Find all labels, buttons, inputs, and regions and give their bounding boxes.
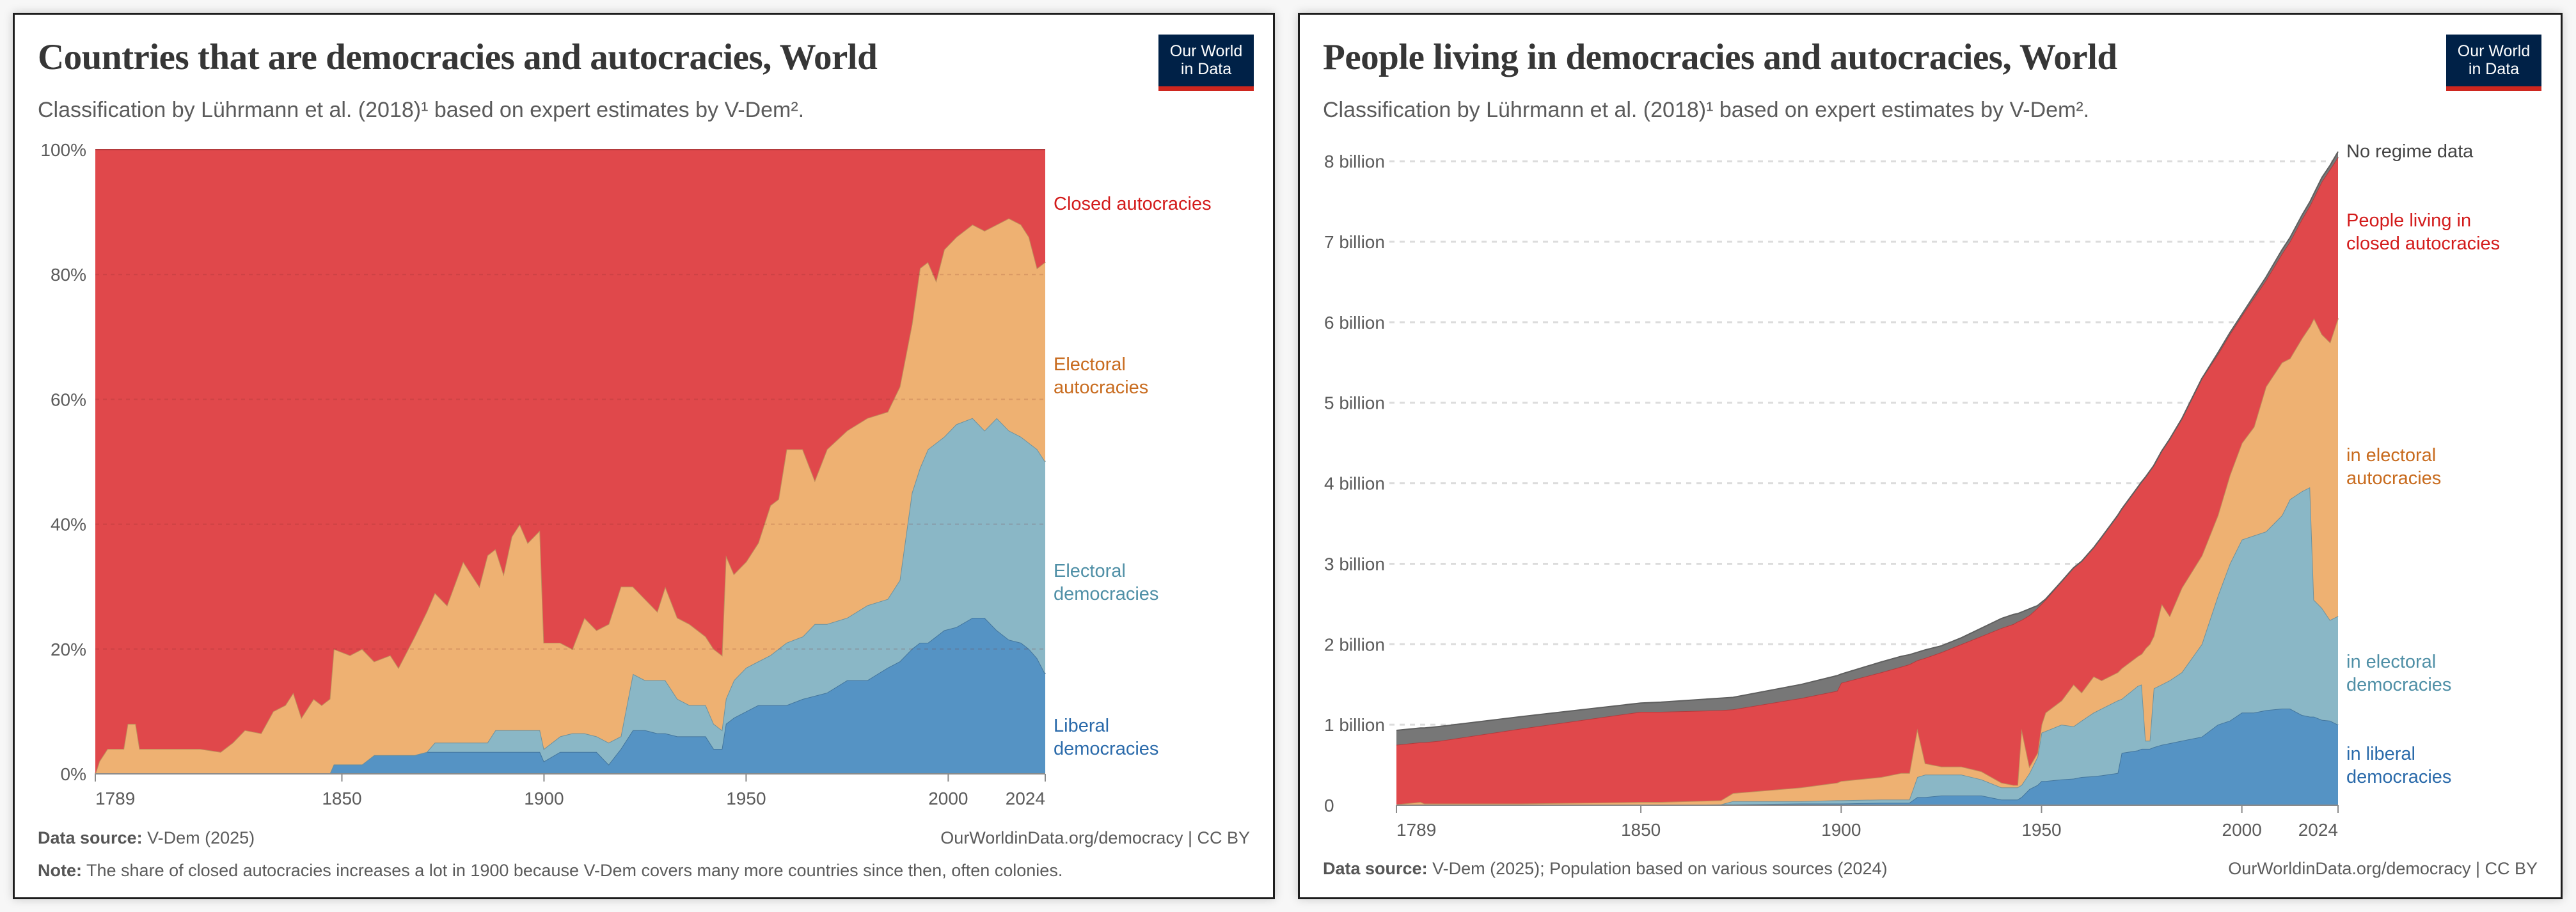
license[interactable]: | CC BY <box>1187 828 1250 847</box>
data-source-text: V-Dem (2025) <box>147 828 255 847</box>
legend-label-electoral-autocracies: in electoral autocracies <box>2346 445 2442 489</box>
x-tick-label: 1850 <box>1621 820 1661 840</box>
chart-title: People living in democracies and autocra… <box>1323 37 2117 77</box>
y-tick-label: 8 billion <box>1324 152 1385 171</box>
x-tick-label: 1900 <box>1821 820 1861 840</box>
data-source-label: Data source: <box>38 828 143 847</box>
chart-title: Countries that are democracies and autoc… <box>38 37 878 77</box>
chart-panel-countries: Countries that are democracies and autoc… <box>13 13 1275 899</box>
area-liberal-democracies <box>95 618 1045 774</box>
stacked-area-chart: 0 1 billion 2 billion 3 billion 4 billion 5 b… <box>1324 151 2339 840</box>
y-tick-label: 60% <box>51 389 86 409</box>
data-source-text: V-Dem (2025); Population based on variou… <box>1432 859 1888 878</box>
data-source: Data source: V-Dem (2025); Population ba… <box>1323 859 1887 879</box>
chart-subtitle: Classification by Lührmann et al. (2018)… <box>38 98 805 122</box>
owid-logo[interactable]: Our World in Data <box>1158 35 1254 91</box>
area-closed-autocracies <box>95 150 1045 774</box>
area-layers <box>95 149 1046 774</box>
x-tick-label: 1789 <box>95 789 135 808</box>
y-tick-label: 1 billion <box>1324 715 1385 735</box>
y-tick-label: 3 billion <box>1324 554 1385 574</box>
x-tick-label: 2024 <box>1006 789 1045 808</box>
area-in-electoral-democracies <box>1396 487 2338 805</box>
x-tick-label: 1950 <box>2021 820 2061 840</box>
chart-panel-people: People living in democracies and autocra… <box>1298 13 2563 899</box>
y-tick-label: 6 billion <box>1324 313 1385 333</box>
area-people-living-in-closed-autocracies <box>1396 157 2338 805</box>
area-in-liberal-democracies <box>1396 709 2338 805</box>
y-tick-label: 0% <box>61 764 86 784</box>
legend-label-electoral-democracies: Electoral democracies <box>1054 561 1159 604</box>
y-tick-label: 7 billion <box>1324 232 1385 252</box>
grid-overlay <box>95 274 1045 650</box>
y-tick-label: 5 billion <box>1324 393 1385 413</box>
data-source: Data source: V-Dem (2025) <box>38 828 255 848</box>
legend-label-electoral-democracies: in electoral democracies <box>2346 652 2452 695</box>
x-tick-label: 2000 <box>2222 820 2262 840</box>
note-label: Note: <box>38 861 82 880</box>
footer-link-group: OurWorldinData.org/democracy | CC BY <box>940 828 1250 848</box>
y-tick-label: 4 billion <box>1324 474 1385 494</box>
y-tick-label: 100% <box>40 140 86 160</box>
y-tick-label: 2 billion <box>1324 634 1385 654</box>
x-tick-label: 2024 <box>2298 820 2338 840</box>
area-in-electoral-autocracies <box>1396 318 2338 806</box>
data-source-label: Data source: <box>1323 859 1428 878</box>
legend-label-electoral-autocracies: Electoral autocracies <box>1054 354 1149 398</box>
area-layers <box>1396 151 2339 806</box>
legend-label-no-regime-data: No regime data <box>2346 141 2474 162</box>
y-tick-label: 80% <box>51 265 86 285</box>
license[interactable]: | CC BY <box>2475 859 2538 878</box>
logo-line-1: Our World <box>1169 42 1243 60</box>
y-tick-label: 40% <box>51 515 86 535</box>
chart-note: Note: The share of closed autocracies in… <box>38 861 1063 881</box>
owid-link[interactable]: OurWorldinData.org/democracy <box>2228 859 2471 878</box>
area-edge-no-regime-data <box>1396 151 2339 731</box>
x-tick-label: 1789 <box>1396 820 1436 840</box>
x-tick-label: 1900 <box>524 789 564 808</box>
logo-line-2: in Data <box>1180 60 1232 78</box>
logo-line-2: in Data <box>2468 60 2520 78</box>
legend-label-closed-autocracies: People living in closed autocracies <box>2346 210 2501 254</box>
chart-subtitle: Classification by Lührmann et al. (2018)… <box>1323 98 2090 122</box>
footer-link-group: OurWorldinData.org/democracy | CC BY <box>2228 859 2538 879</box>
note-text: The share of closed autocracies increase… <box>86 861 1063 880</box>
legend-label-liberal-democracies: in liberal democracies <box>2346 744 2452 787</box>
area-electoral-democracies <box>95 418 1045 774</box>
x-tick-label: 1850 <box>322 789 361 808</box>
legend-label-closed-autocracies: Closed autocracies <box>1054 194 1212 214</box>
legend-label-liberal-democracies: Liberal democracies <box>1054 716 1159 759</box>
y-tick-label: 20% <box>51 640 86 659</box>
owid-link[interactable]: OurWorldinData.org/democracy <box>940 828 1183 847</box>
area-electoral-autocracies <box>95 218 1045 774</box>
stacked-area-chart: 0% 20% 40% 60% 80% 100% 1789 1850 1900 1950 2000 20… <box>40 140 1046 808</box>
logo-line-1: Our World <box>2457 42 2531 60</box>
y-tick-label: 0 <box>1324 796 1334 815</box>
x-tick-label: 2000 <box>928 789 968 808</box>
owid-logo[interactable]: Our World in Data <box>2446 35 2541 91</box>
x-tick-label: 1950 <box>726 789 766 808</box>
